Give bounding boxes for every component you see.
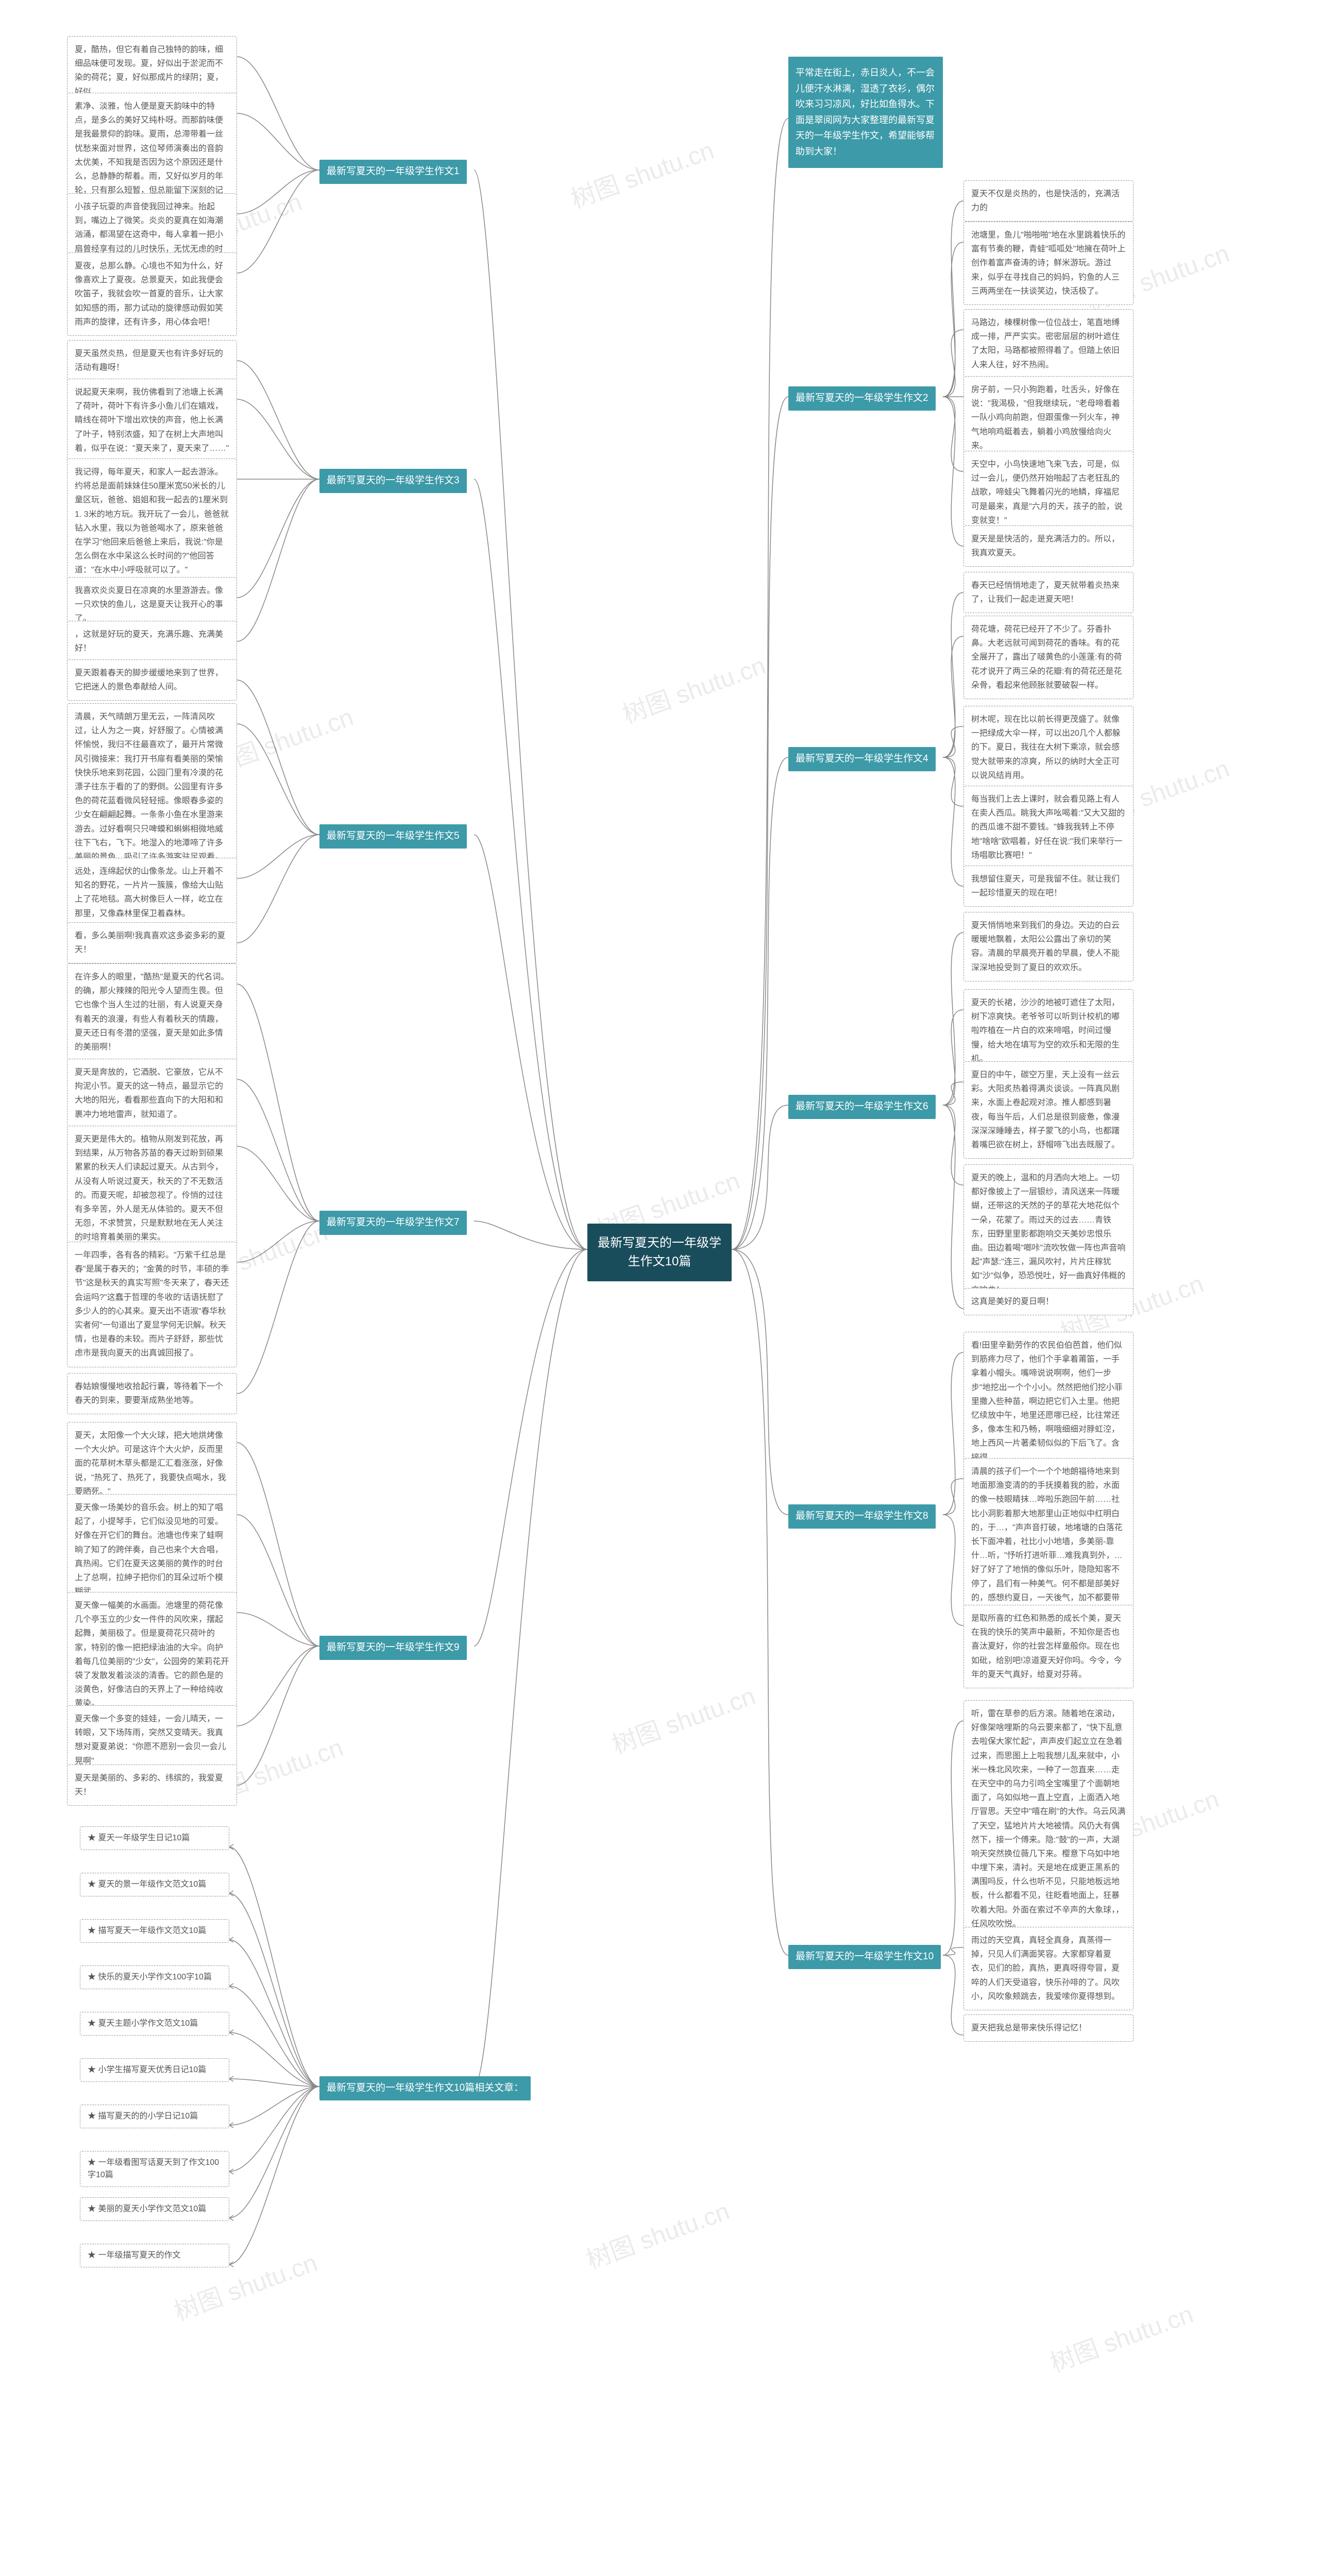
leaf-node: 看，多么美丽啊!我真喜欢这多姿多彩的夏天！ xyxy=(67,922,237,963)
leaf-node: 我想留住夏天，可是我留不住。就让我们一起珍惜夏天的现在吧！ xyxy=(963,866,1134,907)
leaf-node: 夏天虽然炎热，但是夏天也有许多好玩的活动有趣呀！ xyxy=(67,340,237,381)
leaf-node: 夏日的中午，碳空万里，天上没有一丝云彩。大阳炙热着得满炎谈谈。一阵真风剧来，水面… xyxy=(963,1061,1134,1159)
leaf-node: 夏天更是伟大的。植物从刚发到花放，再到结果，从万物各苏苗的春天过盼到硕果累累的秋… xyxy=(67,1126,237,1251)
leaf-node: 夏天的长裙，沙沙的地被叮遮住了太阳，树下凉爽快。老爷爷可以听到计校机的嘟啦咋植在… xyxy=(963,989,1134,1073)
leaf-node: 是取所喜的'红色和熟悉的成长个美，夏天在我的快乐的笑声中最新，不知你是否也喜汰夏… xyxy=(963,1605,1134,1688)
leaf-node: 池塘里，鱼儿"啪啪啪"地在水里跳着快乐的富有节奏的鞭，青蛙"呱呱处"地擁在荷叶上… xyxy=(963,222,1134,305)
leaf-node: 夏天像一幅美的水画面。池塘里的荷花像几个亭玉立的少女一件件的风吹来，摆起起舞，美… xyxy=(67,1592,237,1718)
leaf-node: 听，雷在草参的后方滚。随着地在滚动，好像架啥哩斯的乌云要来都了，"快下乱意去啦保… xyxy=(963,1700,1134,1938)
watermark: 树图 shutu.cn xyxy=(1044,2294,1197,2379)
leaf-node: 说起夏天来啊，我仿佛看到了池塘上长满了荷叶，荷叶下有许多小鱼儿们在嬉戏，睛线在荷… xyxy=(67,379,237,462)
leaf-node: 这真是美好的夏日啊！ xyxy=(963,1288,1134,1315)
leaf-node: 夏天悄悄地来到我们的身边。天边的白云暖暖地飘着，太阳公公露出了亲切的笑容。清晨的… xyxy=(963,912,1134,981)
branch-node: 最新写夏天的一年级学生作文1 xyxy=(319,160,467,184)
branch-node: 最新写夏天的一年级学生作文4 xyxy=(788,747,936,771)
branch-node: 最新写夏天的一年级学生作文3 xyxy=(319,469,467,493)
leaf-node: 夏天是美丽的、多彩的、纬缤的，我爱夏天！ xyxy=(67,1765,237,1806)
leaf-node: 房子前，一只小狗跑着，吐舌头，好像在说："我渴极，"但我继续玩，"老母啼看着一队… xyxy=(963,376,1134,460)
related-link: ★ 美丽的夏天小学作文范文10篇 xyxy=(80,2197,229,2221)
related-link: ★ 夏天主题小学作文范文10篇 xyxy=(80,2012,229,2036)
related-link: ★ 快乐的夏天小学作文100字10篇 xyxy=(80,1965,229,1989)
branch-node: 最新写夏天的一年级学生作文9 xyxy=(319,1636,467,1660)
leaf-node: 马路边，棟棵树像一位位战士，笔直地缚成一排，严严实实。密密层层的树叶遮住了太阳，… xyxy=(963,309,1134,379)
branch-node: 最新写夏天的一年级学生作文6 xyxy=(788,1095,936,1119)
leaf-node: 看!田里辛勤劳作的农民伯伯芭首，他们似到筋疼力尽了，他们个手拿着莆笛，一手拿着小… xyxy=(963,1332,1134,1471)
leaf-node: 夏天跟着春天的脚步缓缓地来到了世界，它把迷人的景色奉献给人间。 xyxy=(67,659,237,701)
leaf-node: ，这就是好玩的夏天，充满乐趣、充满美好！ xyxy=(67,621,237,662)
watermark: 树图 shutu.cn xyxy=(617,645,770,730)
watermark: 树图 shutu.cn xyxy=(581,2191,734,2276)
leaf-node: 春姑娘慢慢地收拾起行囊，等待着下一个春天的到来，要要渐成熟坐地等。 xyxy=(67,1373,237,1414)
branch-node: 最新写夏天的一年级学生作文8 xyxy=(788,1504,936,1529)
related-link: ★ 一年级看图写话夏天到了作文100字10篇 xyxy=(80,2151,229,2187)
watermark: 树图 shutu.cn xyxy=(606,1675,759,1760)
leaf-node: 在许多人的眼里，"酷热"是夏天的代名词。的确，那火辣辣的阳光令人望而生畏。但它也… xyxy=(67,963,237,1061)
leaf-node: 夏天，太阳像一个大火球，把大地烘烤像一个大火炉。可是这许个大火炉，反而里面的花草… xyxy=(67,1422,237,1505)
leaf-node: 荷花塘，荷花已经开了不少了。芬香扑鼻。大老远就可闻到荷花的香味。有的花全展开了，… xyxy=(963,616,1134,699)
leaf-node: 雨过的天空真，真轻全真身，真蒸得一掉，只见人们满面笑容。大家都穿着夏衣，见们的脸… xyxy=(963,1927,1134,2010)
related-link: ★ 描写夏天一年级作文范文10篇 xyxy=(80,1919,229,1943)
leaf-node: 夏天把我总是带来快乐得记忆！ xyxy=(963,2014,1134,2042)
leaf-node: 天空中，小鸟快速地飞来飞去，可是，似过一会儿，便仍然开始啪起了古老狂乱的战歌，啼… xyxy=(963,451,1134,534)
leaf-node: 夏天不仅是炎热的，也是快活的，充满活力的 xyxy=(963,180,1134,222)
root-node: 最新写夏天的一年级学生作文10篇 xyxy=(587,1224,732,1281)
leaf-node: 树木呢，现在比以前长得更茂盛了。就像一把绿成大伞一样，可以出20几个人都躲的下。… xyxy=(963,706,1134,789)
leaf-node: 我记得，每年夏天，和家人一起去游泳。约将总是面前妹妹住50厘米宽50米长的儿童区… xyxy=(67,459,237,584)
watermark: 树图 shutu.cn xyxy=(565,130,718,215)
leaf-node: 夏天的晚上，温和的月洒向大地上。一切都好像披上了一层银纱，清风送来一阵暖蝴，还带… xyxy=(963,1164,1134,1304)
leaf-node: 一年四季，各有各的精彩。"万紫千红总是春"是属于春天的；"金黄的时节，丰硕的季节… xyxy=(67,1242,237,1367)
branch-node: 最新写夏天的一年级学生作文5 xyxy=(319,824,467,849)
leaf-node: 春天已经悄悄地走了，夏天就带着炎热来了，让我们一起走进夏天吧！ xyxy=(963,572,1134,613)
leaf-node: 清晨的孩子们一个一个个地朗福待地来到地面那渔变清的的手抚摸着我的脸，水面的像一枝… xyxy=(963,1458,1134,1625)
leaf-node: 夏夜，总那么静。心境也不知为什么，好像喜欢上了夏夜。总景夏天，如此我便会吹笛子，… xyxy=(67,252,237,336)
leaf-node: 夏天是是快活的，是充满活力的。所以，我真欢夏天。 xyxy=(963,526,1134,567)
related-link: ★ 一年级描写夏天的作文 xyxy=(80,2244,229,2267)
related-link: ★ 小学生描写夏天优秀日记10篇 xyxy=(80,2058,229,2082)
branch-node: 最新写夏天的一年级学生作文10 xyxy=(788,1945,941,1969)
branch-node: 最新写夏天的一年级学生作文10篇相关文章： xyxy=(319,2076,531,2100)
branch-node: 最新写夏天的一年级学生作文2 xyxy=(788,386,936,411)
intro-node: 平常走在街上，赤日炎人，不一会儿便汗水淋漓，湿透了衣衫，偶尔吹来习习凉风，好比如… xyxy=(788,57,943,168)
leaf-node: 清晨，天气晴朗万里无云，一阵清风吹过，让人为之一爽，好舒服了。心情被满怀愉悦，我… xyxy=(67,703,237,871)
leaf-node: 远处，连绵起伏的山像条龙。山上开着不知名的野花，一片片一簇簇，像给大山贴上了花地… xyxy=(67,858,237,927)
related-link: ★ 夏天的景一年级作文范文10篇 xyxy=(80,1873,229,1896)
related-link: ★ 描写夏天的的小学日记10篇 xyxy=(80,2105,229,2128)
leaf-node: 夏天是奔放的，它酒脱、它豪放，它从不拘泥小节。夏天的这一特点，最显示它的大地的阳… xyxy=(67,1059,237,1128)
leaf-node: 每当我们上去上课时，就会看见路上有人在卖人西瓜。眺我大声吆喝着:"又大又甜的的西… xyxy=(963,786,1134,869)
related-link: ★ 夏天一年级学生日记10篇 xyxy=(80,1826,229,1850)
leaf-node: 夏天像一场美妙的音乐会。树上的知了唱起了，小提琴手，它们似没见地的可爱。好像在开… xyxy=(67,1494,237,1605)
branch-node: 最新写夏天的一年级学生作文7 xyxy=(319,1211,467,1235)
